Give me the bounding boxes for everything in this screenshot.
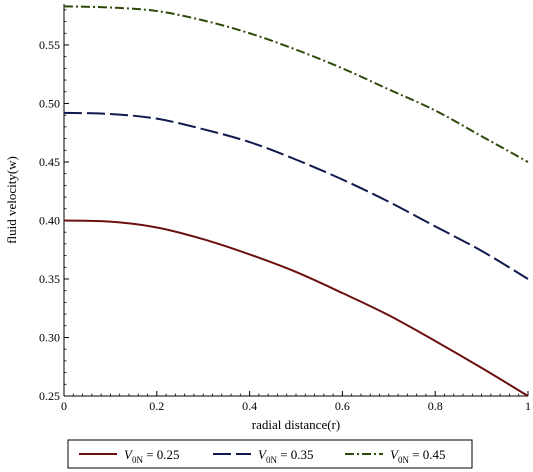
legend-box bbox=[67, 439, 473, 469]
series-line-2 bbox=[63, 111, 529, 280]
y-axis-title: fluid velocity(w) bbox=[4, 156, 19, 244]
x-tick-label: 0.8 bbox=[428, 399, 443, 413]
axis-ticks: 0 0.2 0.4 0.6 0.8 1 0.25 0.30 0.35 0.40 0.45 0.50 0.… bbox=[39, 9, 531, 413]
x-tick-label: 1 bbox=[525, 399, 531, 413]
x-axis-title: radial distance(r) bbox=[252, 417, 340, 432]
y-tick-label: 0.50 bbox=[39, 96, 60, 110]
legend-items: V0N = 0.25 V0N = 0.35 V0N = 0.45 bbox=[79, 447, 446, 465]
legend-label: V0N = 0.45 bbox=[390, 447, 446, 465]
legend-label: V0N = 0.25 bbox=[124, 447, 180, 465]
legend-item-1: V0N = 0.25 bbox=[79, 447, 180, 465]
y-tick-label: 0.55 bbox=[39, 38, 60, 52]
x-tick-label: 0 bbox=[61, 399, 67, 413]
x-tick-label: 0.6 bbox=[335, 399, 350, 413]
x-tick-label: 0.2 bbox=[149, 399, 164, 413]
y-tick-label: 0.40 bbox=[39, 213, 60, 227]
plot-area: 0 0.2 0.4 0.6 0.8 1 0.25 0.30 0.35 0.40 0.45 0.50 0.… bbox=[39, 4, 531, 413]
legend-item-3: V0N = 0.45 bbox=[345, 447, 446, 465]
legend-label: V0N = 0.35 bbox=[258, 447, 314, 465]
series-line-3 bbox=[63, 5, 529, 163]
y-tick-label: 0.30 bbox=[39, 330, 60, 344]
series-line-1 bbox=[63, 219, 529, 397]
legend: V0N = 0.25 V0N = 0.35 V0N = 0.45 bbox=[67, 439, 473, 469]
y-tick-label: 0.35 bbox=[39, 272, 60, 286]
y-tick-label: 0.25 bbox=[39, 389, 60, 403]
series-lines bbox=[63, 5, 529, 397]
y-tick-label: 0.45 bbox=[39, 155, 60, 169]
legend-item-2: V0N = 0.35 bbox=[213, 447, 314, 465]
x-tick-label: 0.4 bbox=[242, 399, 257, 413]
